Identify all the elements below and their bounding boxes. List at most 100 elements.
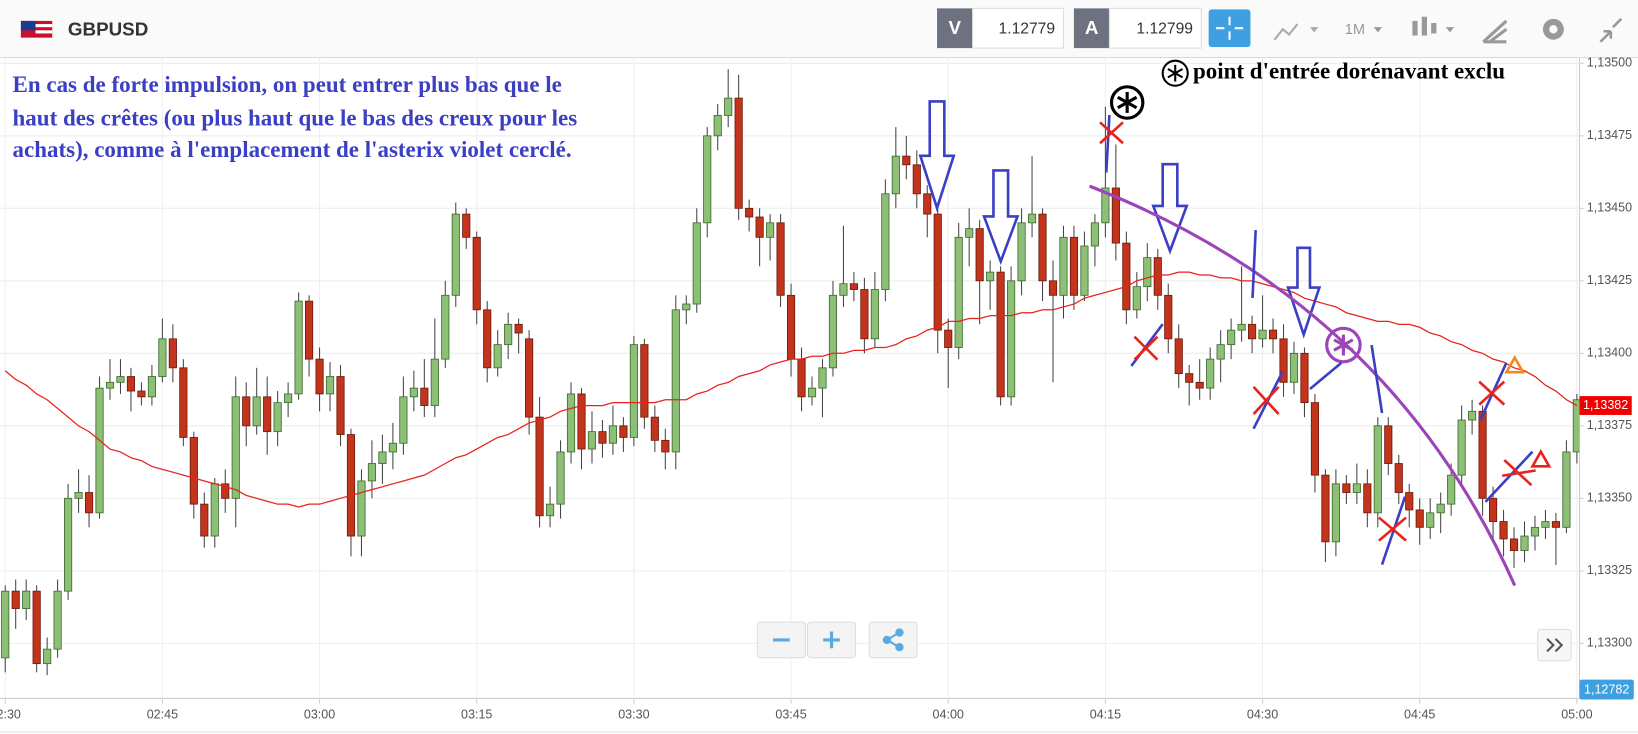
candle-body	[430, 358, 439, 406]
candle-body	[881, 193, 890, 290]
y-tick-label: 1,13425	[1587, 273, 1632, 287]
chart-type-button[interactable]	[1273, 23, 1319, 41]
candle-body	[346, 434, 356, 537]
candle-body	[619, 425, 628, 438]
candle-body	[420, 387, 429, 406]
candle-body	[849, 283, 858, 290]
candle-body	[493, 344, 502, 369]
candle-body	[1038, 213, 1047, 282]
bottom-price-tag	[1579, 679, 1634, 700]
candle-body	[608, 425, 618, 444]
candle-body	[357, 480, 366, 537]
candle-body	[1101, 187, 1110, 224]
sell-button[interactable]	[937, 8, 973, 49]
candle-body	[399, 396, 408, 444]
candle-body	[1436, 503, 1445, 514]
draw-button[interactable]	[1482, 19, 1508, 44]
timeframe-caret	[1373, 27, 1383, 33]
candle-body	[1195, 381, 1204, 389]
candle-body	[147, 376, 156, 398]
candle-body	[1405, 492, 1414, 511]
candle-body	[650, 416, 659, 441]
candle-body	[1352, 483, 1361, 493]
buy-button[interactable]	[1073, 8, 1110, 49]
candle-body	[483, 309, 492, 369]
candle-body	[828, 294, 838, 369]
candle-body	[315, 358, 324, 395]
candle-body	[1488, 497, 1498, 522]
candle-body	[1027, 213, 1037, 224]
candle-body	[263, 396, 272, 433]
candle-body	[1415, 509, 1424, 528]
candle-body	[766, 222, 775, 238]
candle-body	[860, 289, 869, 340]
candle-body	[692, 222, 701, 305]
timeframe[interactable]: 1M	[1345, 22, 1365, 38]
candle-body	[105, 381, 115, 389]
explanation-line: haut des crêtes (ou plus haut que le bas…	[13, 106, 578, 131]
candle-body	[32, 590, 41, 665]
candle-body	[409, 387, 418, 398]
y-tick-label: 1,13325	[1587, 563, 1632, 577]
candle-body	[734, 97, 743, 209]
candle-body	[1478, 410, 1487, 499]
sell-price: 1.12779	[999, 20, 1056, 37]
candle-body	[556, 451, 565, 505]
candle-body	[1331, 483, 1340, 543]
candle-body	[1457, 419, 1466, 476]
x-tick-label: 04:15	[1090, 707, 1121, 721]
x-tick-label: 02:30	[0, 707, 21, 721]
candle-body	[975, 228, 984, 282]
candle-body	[933, 213, 942, 331]
candle-body	[671, 309, 680, 453]
red-triangle	[1530, 449, 1552, 468]
candle-body	[661, 439, 670, 453]
excluded-note: point d'entrée dorénavant exclu	[1193, 58, 1505, 83]
candle-body	[137, 390, 146, 398]
zoom-out-button[interactable]	[756, 621, 806, 659]
candle-body	[1185, 373, 1194, 383]
candle-body	[996, 271, 1005, 398]
y-tick-label: 1,13300	[1587, 636, 1632, 650]
candle-body	[43, 648, 52, 665]
candle-body	[535, 416, 544, 517]
candle-body	[912, 164, 921, 195]
y-tick-label: 1,13350	[1587, 491, 1632, 505]
candle-body	[242, 396, 251, 427]
candle-body	[378, 451, 387, 464]
candle-body	[1373, 425, 1382, 514]
y-tick-label: 1,13500	[1587, 56, 1632, 70]
zoom-in-button[interactable]	[806, 621, 857, 659]
candle-body	[158, 338, 167, 377]
candle-body	[168, 338, 177, 369]
buy-label: A	[1085, 17, 1099, 38]
x-tick-label: 04:30	[1247, 707, 1278, 721]
settings-button[interactable]	[1542, 18, 1564, 40]
candle-body	[1122, 242, 1131, 311]
last-price-tag	[1579, 396, 1632, 415]
candle-body	[1153, 257, 1162, 296]
candle-body	[724, 97, 733, 116]
flag-icon	[20, 20, 53, 38]
candle-body	[189, 437, 198, 505]
candle-body	[1530, 526, 1540, 537]
x-tick-label: 05:00	[1561, 707, 1592, 721]
candle-body	[1216, 344, 1225, 360]
candle-body	[1017, 222, 1026, 282]
candle-body	[1227, 329, 1236, 346]
candle-body	[252, 396, 261, 427]
indicator-button[interactable]	[1412, 16, 1455, 36]
collapse-button[interactable]	[1599, 17, 1623, 43]
candle-body	[1206, 358, 1215, 389]
scroll-end-button[interactable]	[1537, 628, 1572, 662]
crosshair-button[interactable]	[1208, 9, 1251, 48]
candle-body	[1541, 521, 1550, 528]
candle-body	[1551, 521, 1561, 528]
candle-body	[1499, 521, 1508, 540]
candle-body	[64, 497, 73, 592]
candle-body	[818, 367, 827, 389]
candle-body	[629, 344, 638, 438]
candle-body	[1310, 402, 1320, 476]
share-button[interactable]	[868, 621, 918, 659]
candle-body	[1363, 483, 1372, 514]
